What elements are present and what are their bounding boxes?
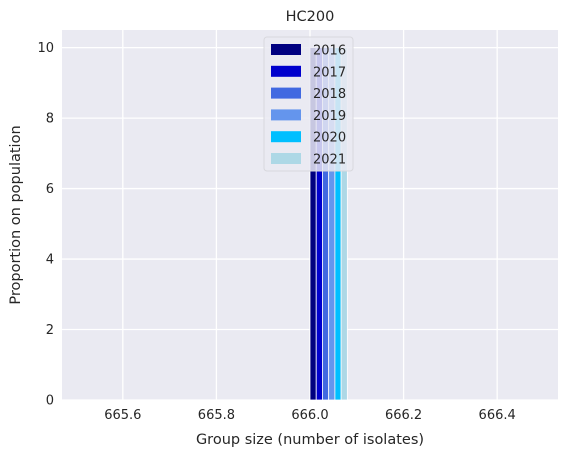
y-tick-label: 2 xyxy=(46,323,54,338)
x-tick-label: 665.6 xyxy=(104,408,141,423)
y-tick-label: 8 xyxy=(46,112,54,127)
legend-swatch-2019 xyxy=(271,109,301,121)
legend-label-2019: 2019 xyxy=(313,109,346,124)
y-tick-label: 10 xyxy=(37,41,54,56)
x-axis-label: Group size (number of isolates) xyxy=(196,432,424,448)
legend-label-2020: 2020 xyxy=(313,131,346,146)
x-tick-labels: 665.6 665.8 666.0 666.2 666.4 xyxy=(104,408,516,423)
legend-label-2017: 2017 xyxy=(313,65,346,80)
x-tick-label: 666.0 xyxy=(291,408,328,423)
x-tick-label: 666.4 xyxy=(479,408,516,423)
legend-swatch-2021 xyxy=(271,153,301,164)
x-tick-label: 665.8 xyxy=(198,408,235,423)
y-tick-label: 0 xyxy=(46,394,54,409)
legend-label-2021: 2021 xyxy=(313,153,346,168)
y-tick-label: 4 xyxy=(46,253,54,268)
y-tick-label: 6 xyxy=(46,182,54,197)
legend-swatch-2020 xyxy=(271,131,301,143)
y-tick-labels: 0 2 4 6 8 10 xyxy=(37,41,54,408)
legend: 2016 2017 2018 2019 2020 2021 xyxy=(263,36,354,172)
legend-label-2018: 2018 xyxy=(313,87,346,102)
chart-title: HC200 xyxy=(286,9,335,25)
legend-swatch-2018 xyxy=(271,87,301,99)
x-tick-label: 666.2 xyxy=(385,408,422,423)
y-axis-label: Proportion on population xyxy=(8,125,24,304)
legend-label-2016: 2016 xyxy=(313,44,346,59)
legend-swatch-2017 xyxy=(271,65,301,77)
legend-swatch-2016 xyxy=(271,44,301,55)
